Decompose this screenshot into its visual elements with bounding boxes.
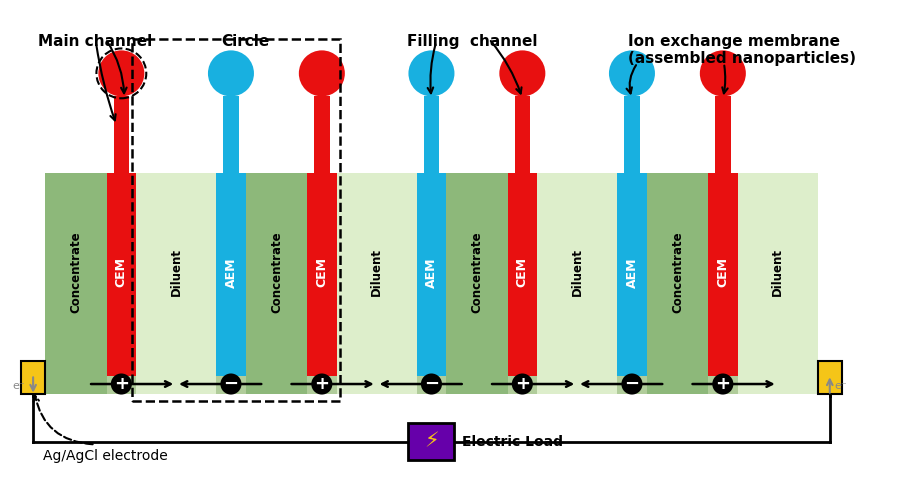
Circle shape — [311, 373, 332, 394]
Circle shape — [220, 373, 241, 394]
Text: +: + — [716, 375, 730, 393]
Bar — [21, 361, 45, 393]
Bar — [708, 173, 737, 376]
Text: Concentrate: Concentrate — [471, 231, 483, 313]
Bar — [424, 97, 439, 178]
Bar — [417, 173, 446, 376]
Bar — [716, 97, 731, 178]
Circle shape — [700, 50, 746, 97]
Bar — [106, 173, 136, 376]
Bar — [307, 173, 337, 376]
Bar — [515, 97, 530, 178]
Text: e⁻: e⁻ — [834, 381, 847, 391]
Text: Diluent: Diluent — [771, 248, 784, 296]
Text: Electric Load: Electric Load — [462, 435, 563, 448]
Text: CEM: CEM — [315, 257, 328, 287]
Bar — [246, 173, 307, 393]
Circle shape — [421, 373, 442, 394]
Text: Ag/AgCl electrode: Ag/AgCl electrode — [42, 449, 167, 463]
Bar — [314, 97, 329, 178]
Text: Filling  channel: Filling channel — [408, 34, 538, 49]
Bar — [113, 97, 129, 178]
Text: Concentrate: Concentrate — [69, 231, 83, 313]
Text: Main channel: Main channel — [39, 34, 153, 49]
Bar — [132, 39, 340, 401]
Text: −: − — [625, 375, 640, 393]
Bar — [647, 173, 708, 393]
Text: +: + — [515, 375, 530, 393]
Circle shape — [512, 373, 533, 394]
Bar — [625, 97, 640, 178]
Text: Concentrate: Concentrate — [670, 231, 684, 313]
Text: Circle: Circle — [221, 34, 270, 49]
Circle shape — [98, 50, 144, 97]
Circle shape — [299, 50, 345, 97]
Bar — [508, 173, 537, 376]
Text: Diluent: Diluent — [169, 248, 183, 296]
Text: −: − — [424, 375, 439, 393]
Text: e⁻: e⁻ — [13, 381, 25, 391]
Text: CEM: CEM — [516, 257, 529, 287]
Text: Diluent: Diluent — [370, 248, 383, 296]
Bar — [409, 423, 454, 460]
Text: AEM: AEM — [425, 257, 438, 288]
Bar — [45, 173, 818, 393]
Text: AEM: AEM — [224, 257, 238, 288]
Bar — [737, 173, 818, 393]
Bar — [446, 173, 508, 393]
Text: Diluent: Diluent — [571, 248, 583, 296]
Text: −: − — [223, 375, 238, 393]
Circle shape — [208, 50, 254, 97]
Bar — [617, 173, 647, 376]
Text: +: + — [314, 375, 329, 393]
Bar — [216, 173, 246, 376]
Bar — [45, 173, 106, 393]
Bar — [337, 173, 417, 393]
Bar — [136, 173, 216, 393]
Text: CEM: CEM — [115, 257, 128, 287]
Bar — [223, 97, 238, 178]
Bar — [537, 173, 617, 393]
Bar — [818, 361, 842, 393]
Circle shape — [621, 373, 643, 394]
Text: +: + — [113, 375, 129, 393]
Circle shape — [111, 373, 132, 394]
Circle shape — [500, 50, 545, 97]
Text: Ion exchange membrane
(assembled nanoparticles): Ion exchange membrane (assembled nanopar… — [628, 34, 856, 67]
Circle shape — [409, 50, 454, 97]
Text: CEM: CEM — [716, 257, 729, 287]
Text: Concentrate: Concentrate — [270, 231, 283, 313]
Circle shape — [712, 373, 733, 394]
Circle shape — [609, 50, 655, 97]
Text: AEM: AEM — [626, 257, 638, 288]
Text: ⚡: ⚡ — [424, 432, 439, 452]
